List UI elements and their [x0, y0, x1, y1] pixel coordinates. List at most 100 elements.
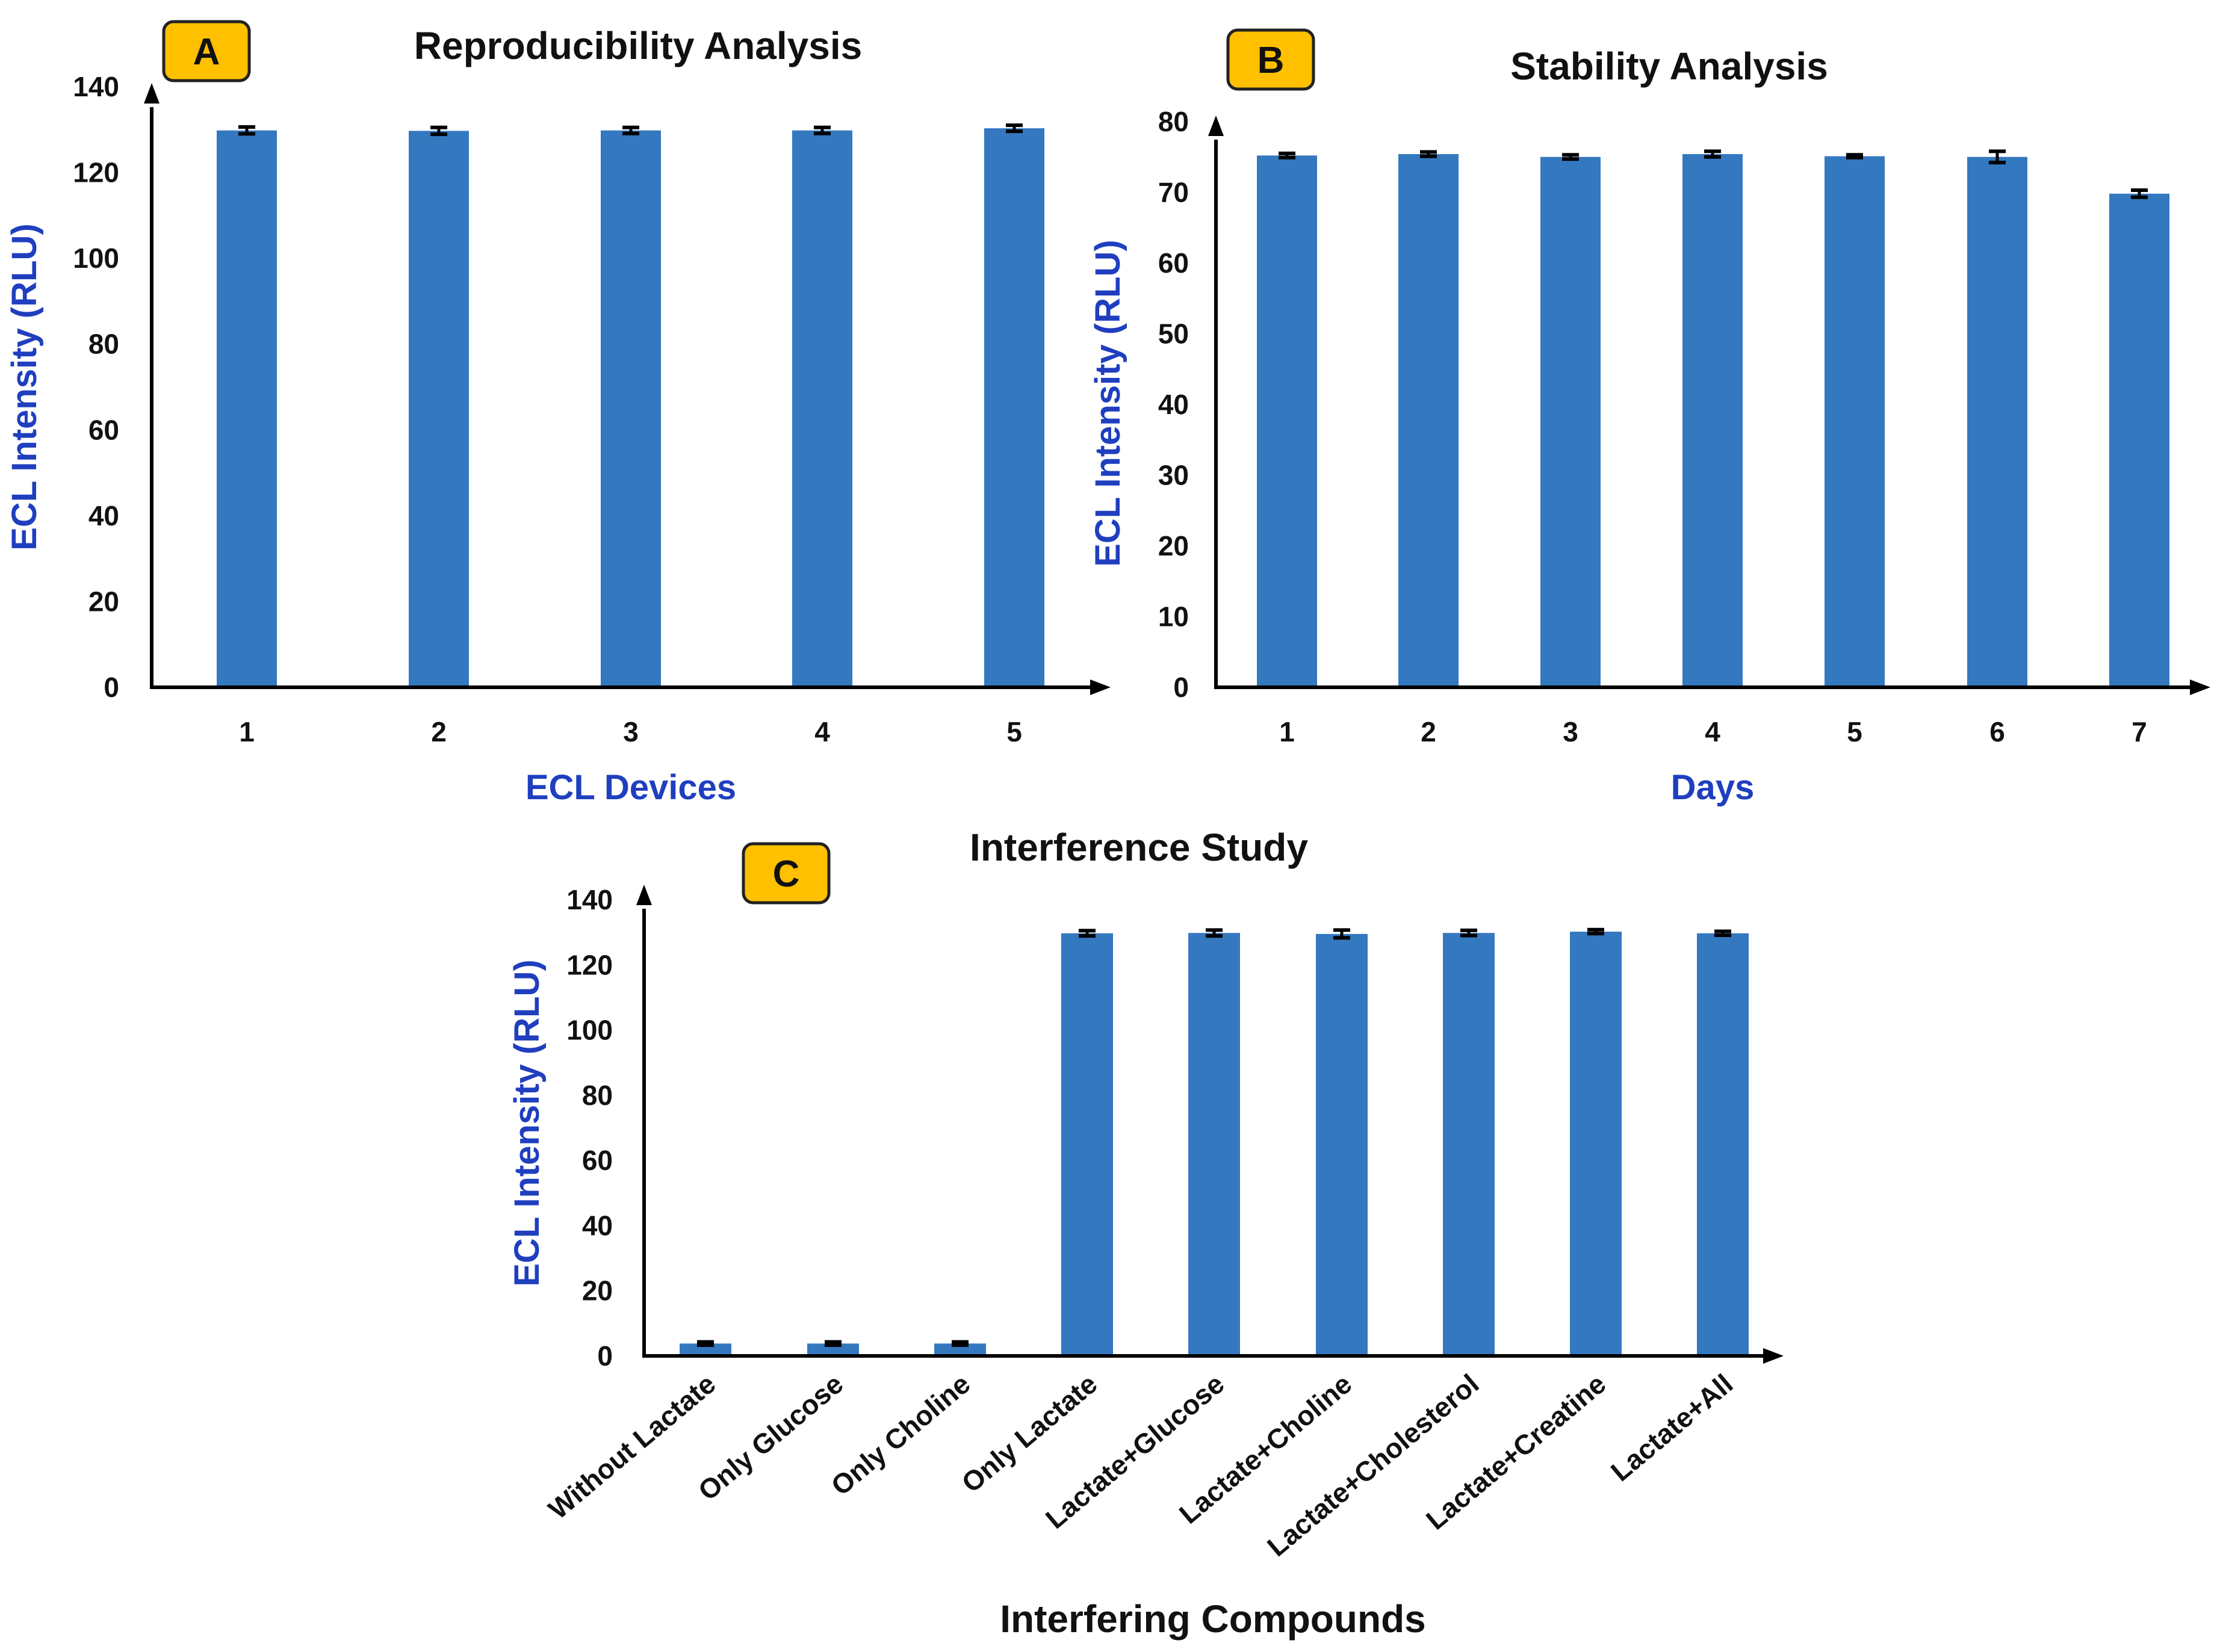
error-bar-5 [1006, 123, 1023, 134]
y-tick-label: 30 [1158, 460, 1189, 491]
y-axis-title: ECL Intensity (RLU) [1088, 240, 1127, 567]
error-bar-3 [952, 1340, 969, 1347]
bar-7 [1443, 933, 1495, 1356]
bar-5 [1188, 933, 1240, 1356]
y-tick-label: 80 [88, 329, 119, 360]
y-tick-label: 40 [1158, 389, 1189, 420]
x-tick-label: 5 [1847, 716, 1862, 747]
x-tick-label: 4 [1705, 716, 1720, 747]
error-bar-5 [1206, 928, 1223, 938]
error-bar-1 [697, 1340, 714, 1347]
error-bar-4 [1704, 149, 1721, 159]
bar-8 [1570, 932, 1622, 1356]
y-tick-label: 0 [597, 1340, 613, 1372]
error-bar-1 [1279, 151, 1295, 159]
y-tick-label: 100 [566, 1015, 613, 1046]
error-bar-6 [1333, 928, 1350, 940]
panel-badge-c: C [742, 842, 831, 905]
y-tick-label: 40 [582, 1210, 613, 1241]
y-tick-label: 80 [582, 1080, 613, 1111]
x-tick-label: Without Lactate [542, 1368, 721, 1525]
bar-4 [1682, 154, 1743, 687]
y-tick-label: 10 [1158, 601, 1189, 633]
x-tick-label: 2 [1421, 716, 1436, 747]
panel-badge-b: B [1226, 28, 1315, 91]
bar-5 [1825, 156, 1885, 687]
error-bar-4 [814, 125, 831, 135]
error-bar-2 [825, 1340, 842, 1347]
y-tick-label: 20 [1158, 530, 1189, 561]
x-tick-label: 3 [623, 716, 639, 747]
error-bar-7 [2131, 188, 2148, 199]
x-tick-label: 2 [431, 716, 447, 747]
y-tick-label: 40 [88, 500, 119, 531]
chart-panel-c: C Interference Study 0 20 40 60 80 100 120 140 Wit… [507, 826, 1784, 1641]
x-axis-title: Interfering Compounds [1000, 1597, 1426, 1641]
x-tick-label: Lactate+All [1605, 1368, 1738, 1487]
panel-badge-a: A [162, 20, 251, 82]
bar-5 [984, 128, 1044, 687]
error-bar-7 [1460, 928, 1477, 938]
panel-badge-box [1226, 28, 1315, 91]
bar-9 [1697, 933, 1749, 1356]
error-bar-5 [1846, 153, 1863, 159]
error-bar-3 [622, 125, 639, 135]
x-tick-label: 7 [2132, 716, 2147, 747]
error-bar-9 [1714, 929, 1731, 938]
x-axis-arrow [2190, 679, 2210, 695]
bar-1 [1257, 155, 1317, 687]
bar-6 [1967, 156, 2027, 687]
panel-badge-box [742, 842, 831, 905]
chart-title: Reproducibility Analysis [414, 24, 862, 67]
panel-badge-box [162, 20, 251, 82]
bar-3 [601, 130, 661, 687]
y-tick-label: 50 [1158, 318, 1189, 350]
panel-badge-label: C [773, 853, 800, 895]
y-tick-label: 60 [88, 414, 119, 445]
chart-panel-a: A Reproducibility Analysis 0 20 40 60 80 100 120… [5, 20, 1111, 807]
bar-4 [1061, 933, 1113, 1356]
bar-4 [792, 130, 852, 687]
y-tick-label: 0 [1173, 672, 1189, 703]
x-axis-title: ECL Devices [526, 768, 736, 807]
x-tick-label: 6 [1989, 716, 2005, 747]
bar-7 [2109, 193, 2169, 688]
y-axis-title: ECL Intensity (RLU) [507, 959, 547, 1287]
y-tick-label: 60 [582, 1145, 613, 1176]
y-tick-label: 20 [582, 1275, 613, 1307]
panel-badge-label: B [1257, 40, 1285, 81]
x-tick-label: 4 [814, 716, 830, 747]
y-tick-label: 60 [1158, 247, 1189, 279]
x-axis-arrow [1763, 1348, 1784, 1364]
y-axis-arrow [1208, 116, 1224, 136]
y-tick-label: 100 [73, 243, 119, 274]
y-tick-label: 20 [88, 586, 119, 617]
y-axis-arrow [636, 885, 652, 905]
y-tick-label: 0 [104, 672, 119, 703]
y-tick-label: 140 [566, 884, 613, 915]
chart-title: Stability Analysis [1510, 45, 1828, 88]
y-tick-label: 80 [1158, 106, 1189, 137]
y-tick-label: 70 [1158, 177, 1189, 208]
bar-2 [409, 131, 469, 687]
x-tick-label: Only Choline [825, 1368, 976, 1502]
chart-title: Interference Study [970, 826, 1308, 869]
x-tick-label: 3 [1563, 716, 1578, 747]
x-axis-title: Days [1671, 768, 1755, 807]
bar-1 [217, 130, 277, 687]
bar-3 [934, 1343, 986, 1356]
x-tick-label: Lactate+Cholesterol [1261, 1368, 1484, 1562]
bar-2 [807, 1343, 859, 1356]
x-tick-label: 1 [239, 716, 255, 747]
y-tick-label: 120 [566, 949, 613, 980]
x-tick-label: 1 [1279, 716, 1295, 747]
x-tick-label: 5 [1006, 716, 1022, 747]
y-tick-label: 140 [73, 71, 119, 102]
chart-panel-b: B Stability Analysis 0 10 20 30 40 50 60 70 80 1 2 3 4… [1088, 28, 2210, 807]
error-bar-2 [1420, 150, 1437, 158]
bar-2 [1398, 154, 1459, 687]
error-bar-6 [1989, 149, 2006, 165]
error-bar-4 [1079, 929, 1096, 938]
y-axis-arrow [144, 83, 160, 104]
error-bar-1 [238, 125, 255, 136]
